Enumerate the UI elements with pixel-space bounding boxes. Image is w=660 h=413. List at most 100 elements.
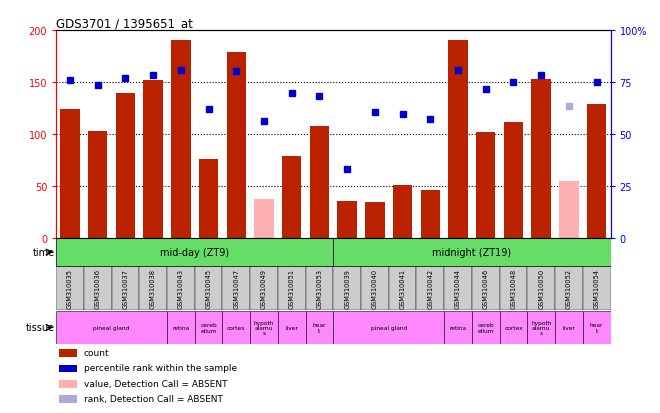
Bar <box>112 266 139 311</box>
Text: hear
t: hear t <box>590 323 603 333</box>
Text: count: count <box>84 348 110 357</box>
Text: GSM310050: GSM310050 <box>538 268 544 309</box>
Bar <box>361 266 389 311</box>
Text: midnight (ZT19): midnight (ZT19) <box>432 247 512 257</box>
Bar <box>88 132 108 239</box>
Text: liver: liver <box>285 325 298 330</box>
Bar <box>393 186 412 239</box>
Text: GSM310042: GSM310042 <box>427 268 434 309</box>
Bar <box>278 311 306 344</box>
Bar <box>250 266 278 311</box>
Bar <box>448 41 468 239</box>
Bar <box>306 311 333 344</box>
Text: GSM310047: GSM310047 <box>233 268 240 309</box>
Bar <box>56 311 167 344</box>
Bar <box>59 365 77 373</box>
Bar <box>583 311 610 344</box>
Text: GSM310035: GSM310035 <box>67 268 73 309</box>
Bar <box>310 126 329 239</box>
Bar <box>84 266 112 311</box>
Bar <box>59 395 77 403</box>
Text: liver: liver <box>562 325 576 330</box>
Bar <box>337 202 357 239</box>
Text: GSM310041: GSM310041 <box>399 268 406 309</box>
Bar <box>587 105 607 239</box>
Bar <box>527 311 555 344</box>
Text: time: time <box>32 247 55 257</box>
Text: rank, Detection Call = ABSENT: rank, Detection Call = ABSENT <box>84 394 222 403</box>
Bar <box>195 266 222 311</box>
Text: GSM310048: GSM310048 <box>510 268 517 309</box>
Bar <box>306 266 333 311</box>
Bar <box>500 266 527 311</box>
Bar <box>365 202 385 239</box>
Bar <box>143 81 163 239</box>
Bar <box>59 349 77 357</box>
Text: GSM310045: GSM310045 <box>205 268 212 309</box>
Bar <box>56 239 333 266</box>
Text: hypoth
alamu
s: hypoth alamu s <box>254 320 274 335</box>
Bar <box>555 266 583 311</box>
Bar <box>56 266 84 311</box>
Bar <box>500 311 527 344</box>
Bar <box>139 266 167 311</box>
Text: GSM310044: GSM310044 <box>455 268 461 309</box>
Text: cereb
ellum: cereb ellum <box>200 323 217 333</box>
Bar <box>254 199 274 239</box>
Bar <box>416 266 444 311</box>
Bar <box>420 191 440 239</box>
Bar <box>333 311 444 344</box>
Text: GDS3701 / 1395651_at: GDS3701 / 1395651_at <box>56 17 193 30</box>
Text: value, Detection Call = ABSENT: value, Detection Call = ABSENT <box>84 379 227 388</box>
Bar <box>504 122 523 239</box>
Bar <box>555 311 583 344</box>
Bar <box>115 93 135 239</box>
Bar <box>171 41 191 239</box>
Text: retina: retina <box>172 325 189 330</box>
Bar <box>199 160 218 239</box>
Text: GSM310036: GSM310036 <box>94 268 101 309</box>
Bar <box>167 311 195 344</box>
Bar <box>559 182 579 239</box>
Bar <box>226 53 246 239</box>
Text: retina: retina <box>449 325 467 330</box>
Text: hypoth
alamu
s: hypoth alamu s <box>531 320 551 335</box>
Bar <box>282 157 302 239</box>
Text: GSM310053: GSM310053 <box>316 268 323 309</box>
Text: GSM310046: GSM310046 <box>482 268 489 309</box>
Bar <box>472 266 500 311</box>
Bar <box>278 266 306 311</box>
Text: pineal gland: pineal gland <box>94 325 129 330</box>
Text: GSM310052: GSM310052 <box>566 268 572 309</box>
Bar <box>333 239 610 266</box>
Text: tissue: tissue <box>26 323 55 332</box>
Bar <box>476 133 496 239</box>
Bar <box>389 266 416 311</box>
Bar <box>531 80 551 239</box>
Text: cereb
ellum: cereb ellum <box>477 323 494 333</box>
Bar <box>472 311 500 344</box>
Text: GSM310051: GSM310051 <box>288 268 295 309</box>
Bar <box>222 311 250 344</box>
Bar <box>195 311 222 344</box>
Text: percentile rank within the sample: percentile rank within the sample <box>84 363 237 373</box>
Bar <box>333 266 361 311</box>
Bar <box>60 110 80 239</box>
Bar <box>444 266 472 311</box>
Bar <box>250 311 278 344</box>
Bar <box>583 266 610 311</box>
Text: GSM310039: GSM310039 <box>344 268 350 308</box>
Bar <box>222 266 250 311</box>
Text: cortex: cortex <box>504 325 523 330</box>
Text: GSM310054: GSM310054 <box>593 268 600 309</box>
Text: cortex: cortex <box>227 325 246 330</box>
Text: GSM310038: GSM310038 <box>150 268 156 309</box>
Text: GSM310037: GSM310037 <box>122 268 129 309</box>
Bar <box>59 380 77 388</box>
Text: hear
t: hear t <box>313 323 326 333</box>
Text: GSM310040: GSM310040 <box>372 268 378 309</box>
Text: pineal gland: pineal gland <box>371 325 407 330</box>
Text: GSM310043: GSM310043 <box>178 268 184 309</box>
Text: GSM310049: GSM310049 <box>261 268 267 309</box>
Bar <box>167 266 195 311</box>
